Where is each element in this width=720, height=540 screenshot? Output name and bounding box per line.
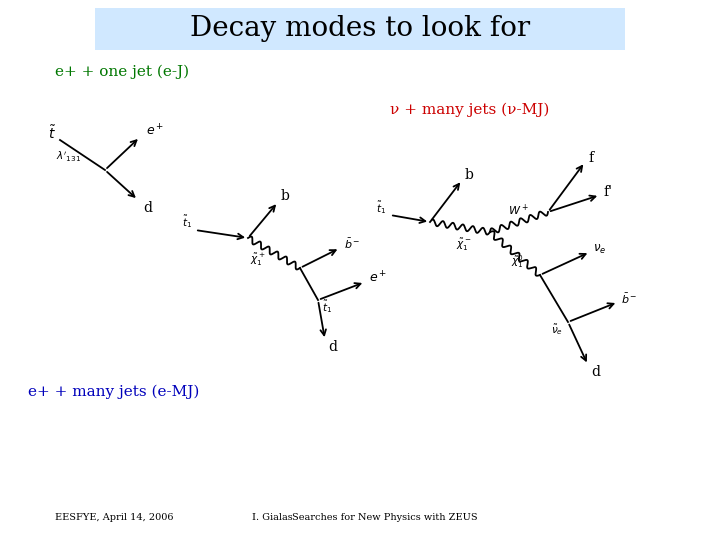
Text: $\tilde{t}_1$: $\tilde{t}_1$ bbox=[376, 200, 386, 217]
Text: $\bar{b}^-$: $\bar{b}^-$ bbox=[344, 237, 360, 251]
Text: f: f bbox=[588, 151, 593, 165]
Text: EESFYE, April 14, 2006: EESFYE, April 14, 2006 bbox=[55, 514, 174, 523]
Text: d: d bbox=[591, 365, 600, 379]
Text: b: b bbox=[465, 168, 474, 182]
Text: d: d bbox=[143, 201, 152, 215]
Text: $\tilde{\chi}_1^+$: $\tilde{\chi}_1^+$ bbox=[251, 252, 266, 268]
Text: ν + many jets (ν-MJ): ν + many jets (ν-MJ) bbox=[390, 103, 549, 117]
Text: $\tilde{\nu}_e$: $\tilde{\nu}_e$ bbox=[551, 322, 563, 338]
Text: d: d bbox=[328, 340, 337, 354]
Text: e+ + many jets (e-MJ): e+ + many jets (e-MJ) bbox=[28, 385, 199, 399]
Text: $e^+$: $e^+$ bbox=[146, 123, 164, 139]
Text: f': f' bbox=[603, 185, 612, 199]
Text: $W^+$: $W^+$ bbox=[508, 202, 528, 218]
FancyBboxPatch shape bbox=[95, 8, 625, 50]
Text: $\bar{b}^-$: $\bar{b}^-$ bbox=[621, 292, 637, 306]
Text: $\tilde{\chi}_1^-$: $\tilde{\chi}_1^-$ bbox=[456, 237, 472, 253]
Text: $\nu_e$: $\nu_e$ bbox=[593, 242, 606, 255]
Text: $e^+$: $e^+$ bbox=[369, 271, 387, 286]
Text: Decay modes to look for: Decay modes to look for bbox=[190, 16, 530, 43]
Text: $\tilde{\chi}_1^0$: $\tilde{\chi}_1^0$ bbox=[510, 254, 523, 271]
Text: I. Gialas: I. Gialas bbox=[252, 514, 293, 523]
Text: $\tilde{t}$: $\tilde{t}$ bbox=[48, 124, 56, 142]
Text: $\tilde{t}_1$: $\tilde{t}_1$ bbox=[182, 214, 192, 231]
Text: b: b bbox=[281, 189, 290, 203]
Text: $\tilde{t}_1$: $\tilde{t}_1$ bbox=[322, 299, 332, 315]
Text: Searches for New Physics with ZEUS: Searches for New Physics with ZEUS bbox=[292, 514, 477, 523]
Text: $\lambda'_{131}$: $\lambda'_{131}$ bbox=[55, 150, 81, 164]
Text: e+ + one jet (e-J): e+ + one jet (e-J) bbox=[55, 65, 189, 79]
